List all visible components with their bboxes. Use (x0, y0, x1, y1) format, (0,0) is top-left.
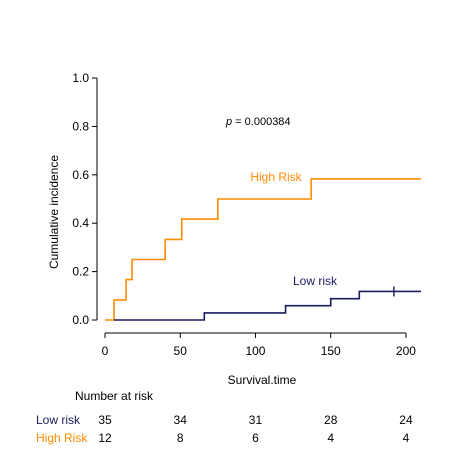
risk-value-low-risk: 35 (98, 413, 112, 427)
y-tick-label: 0.2 (72, 265, 89, 279)
series-layer: High Risk Low risk (105, 170, 421, 321)
risk-table-title: Number at risk (75, 389, 154, 403)
x-axis-title: Survival.time (228, 373, 297, 387)
x-tick-label: 0 (102, 344, 109, 358)
risk-value-high-risk: 6 (252, 431, 259, 445)
x-tick-label: 200 (396, 344, 416, 358)
y-tick-label: 1.0 (72, 71, 89, 85)
risk-value-low-risk: 24 (399, 413, 413, 427)
y-tick-label: 0.6 (72, 168, 89, 182)
p-symbol: p (225, 116, 232, 128)
risk-value-low-risk: 28 (324, 413, 338, 427)
risk-table: Low risk 35 34 31 28 24 High Risk 12 8 6 4 4 (36, 413, 413, 445)
y-tick-label: 0.8 (72, 119, 89, 133)
x-tick-label: 50 (174, 344, 188, 358)
y-axis-title: Cumulative incidence (47, 155, 61, 269)
high-risk-curve (105, 178, 421, 321)
high-risk-series-label: High Risk (250, 170, 302, 184)
x-tick-label: 100 (245, 344, 265, 358)
axes: 0.0 0.2 0.4 0.6 0.8 1.0 0 50 100 150 200 (72, 71, 416, 358)
risk-value-high-risk: 8 (177, 431, 184, 445)
y-tick-label: 0.0 (72, 313, 89, 327)
risk-row-label-high-risk: High Risk (36, 431, 88, 445)
y-tick-label: 0.4 (72, 216, 89, 230)
risk-value-high-risk: 12 (98, 431, 112, 445)
risk-value-low-risk: 31 (249, 413, 263, 427)
p-value: = 0.000384 (232, 116, 290, 128)
risk-value-high-risk: 4 (403, 431, 410, 445)
risk-value-low-risk: 34 (174, 413, 188, 427)
x-tick-label: 150 (321, 344, 341, 358)
low-risk-series-label: Low risk (293, 274, 338, 288)
risk-row-label-low-risk: Low risk (36, 413, 81, 427)
low-risk-curve (114, 290, 421, 321)
p-value-annotation: p = 0.000384 (225, 116, 291, 128)
risk-value-high-risk: 4 (327, 431, 334, 445)
